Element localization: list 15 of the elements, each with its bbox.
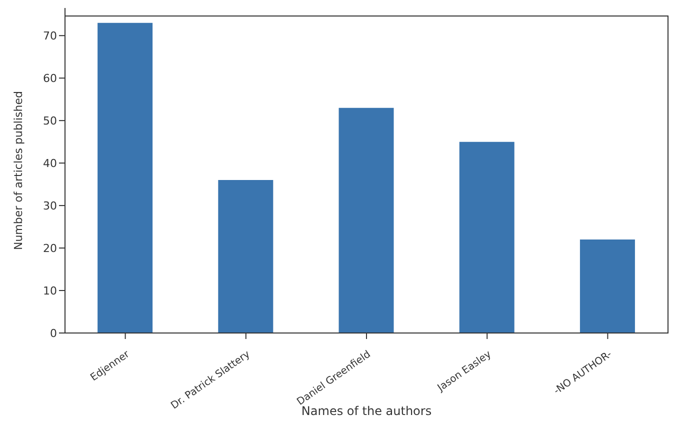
x-axis-title: Names of the authors	[301, 404, 432, 418]
y-axis-title: Number of articles published	[12, 90, 25, 250]
y-tick-label: 30	[43, 199, 57, 212]
bar	[218, 180, 274, 333]
bar	[580, 240, 635, 333]
y-tick-label: 0	[50, 326, 57, 340]
y-tick-label: 10	[43, 284, 57, 298]
y-tick-label: 20	[43, 242, 57, 255]
bar	[459, 142, 514, 333]
y-tick-label: 70	[43, 30, 57, 43]
y-tick-label: 40	[43, 156, 57, 170]
y-tick-label: 50	[43, 114, 57, 128]
bar	[98, 22, 153, 333]
y-tick-label: 60	[43, 72, 57, 86]
bar	[338, 108, 394, 333]
